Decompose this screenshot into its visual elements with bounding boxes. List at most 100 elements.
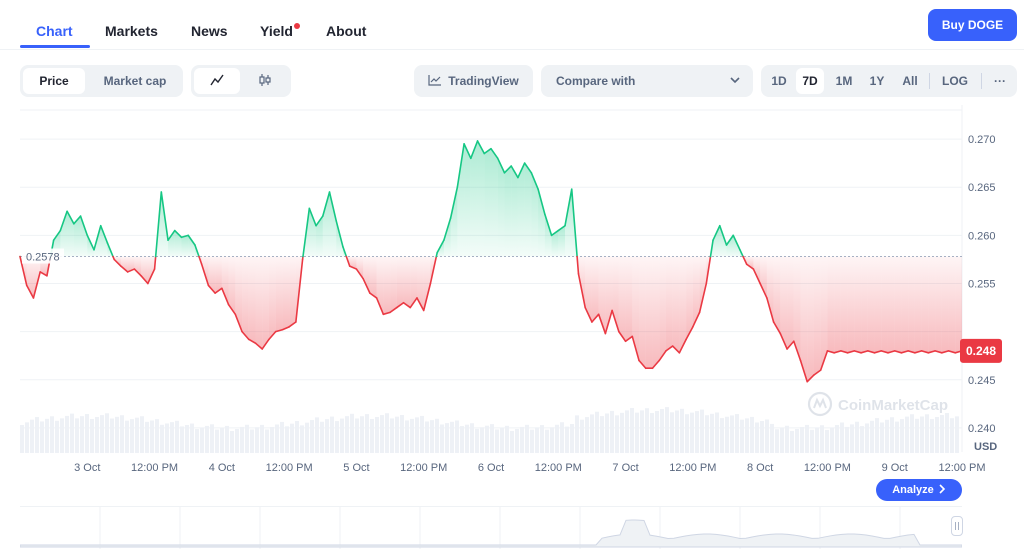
- volume-bar: [245, 424, 249, 453]
- price-line-segment: [947, 350, 957, 354]
- tab-chart[interactable]: Chart: [36, 23, 73, 39]
- price-line-segment: [766, 297, 775, 323]
- volume-bar: [855, 421, 859, 453]
- more-options-button[interactable]: ···: [994, 74, 1006, 88]
- analyze-button[interactable]: Analyze: [876, 479, 962, 501]
- price-line-segment: [833, 350, 842, 354]
- range-navigator[interactable]: [19, 506, 963, 549]
- watermark-logo-mark: [813, 397, 827, 409]
- volume-bar: [480, 427, 484, 453]
- price-line-segment: [416, 297, 425, 312]
- price-line-segment: [846, 350, 856, 354]
- price-line-segment: [295, 258, 304, 323]
- tab-markets[interactable]: Markets: [105, 23, 158, 39]
- volume-bar: [390, 418, 394, 453]
- volume-bar: [570, 424, 574, 453]
- price-line-segment: [530, 171, 539, 190]
- volume-bar: [905, 416, 909, 453]
- area-down-segment: [221, 256, 229, 305]
- area-down-segment: [275, 256, 283, 332]
- navigator-preview: [19, 507, 963, 549]
- volume-bar: [705, 415, 709, 453]
- price-line-segment: [692, 311, 701, 328]
- price-line-segment: [153, 255, 157, 270]
- price-line-segment: [254, 342, 264, 350]
- volume-bar: [50, 416, 54, 453]
- price-line-segment: [510, 165, 519, 179]
- volume-bar: [285, 426, 289, 453]
- tab-about[interactable]: About: [326, 23, 367, 39]
- chart-labels: 0.2578 0.248 USD CoinMarketCap: [22, 248, 1002, 453]
- market-cap-tab[interactable]: Market cap: [103, 74, 167, 88]
- volume-bar: [615, 415, 619, 453]
- price-line-segment: [32, 271, 41, 299]
- volume-bar: [65, 415, 69, 453]
- range-1m[interactable]: 1M: [835, 74, 853, 88]
- range-7d[interactable]: 7D: [796, 68, 824, 94]
- range-1d[interactable]: 1D: [771, 74, 787, 88]
- price-line-segment: [544, 213, 553, 237]
- volume-bar: [310, 420, 314, 453]
- volume-bar: [460, 426, 464, 453]
- price-line-segment: [941, 350, 950, 354]
- range-selector: 1D 7D 1M 1Y All LOG ···: [761, 65, 1017, 97]
- volume-bar: [140, 416, 144, 453]
- price-line-segment: [705, 255, 712, 285]
- analyze-label: Analyze: [892, 484, 934, 496]
- price-line-segment: [281, 326, 290, 331]
- compare-with-select[interactable]: Compare with: [541, 65, 753, 97]
- volume-bar: [305, 422, 309, 453]
- volume-bar: [775, 429, 779, 453]
- tab-yield[interactable]: Yield: [260, 23, 293, 39]
- volume-bar: [265, 429, 269, 453]
- area-down-segment: [618, 256, 626, 342]
- price-line-segment: [631, 335, 640, 362]
- price-line-segment: [198, 255, 203, 266]
- area-down-segment: [867, 256, 875, 353]
- x-tick-label: 5 Oct: [343, 462, 369, 474]
- volume-bars: [20, 407, 959, 453]
- price-line-segment: [537, 188, 546, 215]
- area-down-segment: [356, 256, 364, 279]
- area-down-segment: [228, 256, 236, 315]
- volume-bar: [920, 416, 924, 453]
- volume-bar: [135, 417, 139, 453]
- price-line-segment: [584, 306, 593, 323]
- log-scale-button[interactable]: LOG: [942, 74, 968, 88]
- price-line-segment: [173, 229, 183, 239]
- price-chart[interactable]: 0.240 0.245 0.255 0.260 0.265 0.270 3 Oct 12:0…: [0, 105, 1024, 475]
- tradingview-button[interactable]: TradingView: [414, 65, 533, 97]
- price-line-segment: [570, 188, 578, 258]
- area-up-segment: [457, 143, 465, 257]
- volume-bar: [485, 425, 489, 453]
- volume-bar: [465, 424, 469, 453]
- price-line-segment: [685, 326, 694, 341]
- area-down-segment: [235, 256, 243, 332]
- volume-bar: [915, 418, 919, 453]
- price-line-segment: [470, 140, 479, 160]
- area-up-segment: [497, 158, 505, 257]
- price-line-segment: [786, 340, 795, 350]
- volume-bar: [315, 417, 319, 453]
- price-line-segment: [742, 255, 748, 266]
- range-all[interactable]: All: [902, 74, 918, 88]
- navigator-handle[interactable]: [951, 516, 963, 536]
- price-line-segment: [288, 321, 297, 328]
- chart-type-selector: [191, 65, 291, 97]
- price-line-segment: [355, 268, 364, 280]
- price-line-segment: [665, 345, 674, 352]
- candlestick-button[interactable]: [242, 68, 288, 94]
- price-line-segment: [799, 359, 809, 383]
- line-chart-button[interactable]: [194, 68, 240, 94]
- price-line-segment: [523, 162, 533, 174]
- volume-bar: [455, 420, 459, 453]
- price-line-segment: [591, 313, 600, 323]
- price-line-segment: [345, 255, 351, 267]
- tab-news[interactable]: News: [191, 23, 228, 39]
- range-1y[interactable]: 1Y: [869, 74, 885, 88]
- area-down-segment: [928, 256, 936, 353]
- price-tab[interactable]: Price: [23, 68, 85, 94]
- volume-bar: [40, 421, 44, 453]
- buy-doge-button[interactable]: Buy DOGE: [928, 9, 1017, 41]
- area-down-segment: [127, 256, 135, 272]
